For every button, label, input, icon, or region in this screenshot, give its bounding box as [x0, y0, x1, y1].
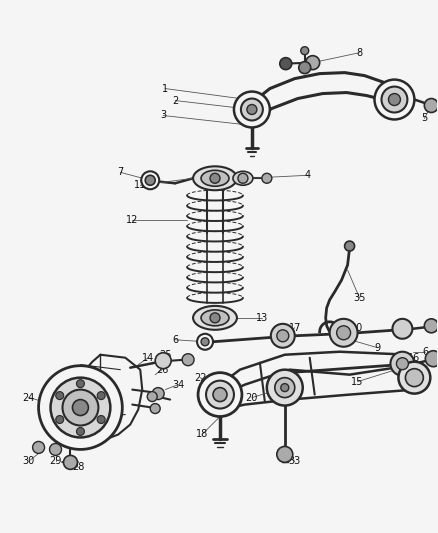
- Circle shape: [197, 334, 213, 350]
- Text: 14: 14: [142, 353, 154, 363]
- Circle shape: [77, 379, 85, 387]
- Text: 16: 16: [408, 353, 420, 363]
- Text: 29: 29: [49, 456, 62, 466]
- Text: 11: 11: [134, 180, 146, 190]
- Text: 26: 26: [156, 365, 168, 375]
- Text: 28: 28: [72, 462, 85, 472]
- Text: 6: 6: [172, 335, 178, 345]
- Circle shape: [330, 319, 357, 347]
- Circle shape: [72, 400, 88, 416]
- Text: 4: 4: [305, 170, 311, 180]
- Circle shape: [49, 443, 61, 455]
- Ellipse shape: [193, 306, 237, 330]
- Circle shape: [201, 338, 209, 346]
- Circle shape: [39, 366, 122, 449]
- Text: 1: 1: [162, 84, 168, 94]
- Circle shape: [182, 354, 194, 366]
- Circle shape: [424, 319, 438, 333]
- Text: 22: 22: [194, 373, 206, 383]
- Text: 13: 13: [256, 313, 268, 323]
- Text: 6: 6: [422, 347, 428, 357]
- Circle shape: [141, 171, 159, 189]
- Circle shape: [145, 175, 155, 185]
- Circle shape: [247, 104, 257, 115]
- Circle shape: [262, 173, 272, 183]
- Circle shape: [97, 392, 105, 400]
- Circle shape: [97, 416, 105, 424]
- Circle shape: [424, 99, 438, 112]
- Circle shape: [147, 392, 157, 401]
- Text: 5: 5: [421, 114, 427, 124]
- Circle shape: [155, 353, 171, 369]
- Circle shape: [56, 416, 64, 424]
- Text: 8: 8: [357, 47, 363, 58]
- Text: 10: 10: [351, 323, 364, 333]
- Circle shape: [381, 86, 407, 112]
- Circle shape: [63, 390, 99, 425]
- Circle shape: [32, 441, 45, 454]
- Circle shape: [198, 373, 242, 416]
- Circle shape: [337, 326, 350, 340]
- Circle shape: [399, 362, 430, 393]
- Circle shape: [425, 351, 438, 367]
- Circle shape: [280, 58, 292, 70]
- Text: 24: 24: [22, 393, 35, 402]
- Text: 25: 25: [159, 350, 171, 360]
- Text: 18: 18: [196, 430, 208, 440]
- Circle shape: [150, 403, 160, 414]
- Ellipse shape: [201, 171, 229, 186]
- Circle shape: [238, 173, 248, 183]
- Text: 15: 15: [351, 377, 364, 386]
- Circle shape: [206, 381, 234, 409]
- Circle shape: [345, 241, 355, 251]
- Text: 33: 33: [289, 456, 301, 466]
- Text: 34: 34: [172, 379, 184, 390]
- Circle shape: [301, 47, 309, 55]
- Polygon shape: [255, 72, 401, 118]
- Text: 20: 20: [246, 393, 258, 402]
- Text: 9: 9: [374, 343, 381, 353]
- Ellipse shape: [201, 310, 229, 326]
- Circle shape: [152, 387, 164, 400]
- Circle shape: [210, 313, 220, 323]
- Circle shape: [396, 358, 408, 370]
- Circle shape: [299, 62, 311, 74]
- Circle shape: [210, 173, 220, 183]
- Text: 35: 35: [353, 293, 366, 303]
- Circle shape: [56, 392, 64, 400]
- Text: 30: 30: [22, 456, 35, 466]
- Circle shape: [390, 352, 414, 376]
- Text: 12: 12: [126, 215, 138, 225]
- Circle shape: [213, 387, 227, 401]
- Circle shape: [275, 378, 295, 398]
- Circle shape: [271, 324, 295, 348]
- Circle shape: [77, 427, 85, 435]
- Circle shape: [392, 319, 413, 339]
- Text: 3: 3: [160, 110, 166, 120]
- Ellipse shape: [193, 166, 237, 190]
- Circle shape: [277, 330, 289, 342]
- Circle shape: [50, 378, 110, 438]
- Circle shape: [234, 92, 270, 127]
- Text: 17: 17: [289, 323, 301, 333]
- Circle shape: [277, 447, 293, 462]
- Circle shape: [241, 99, 263, 120]
- Text: 2: 2: [172, 95, 178, 106]
- Text: 5: 5: [307, 58, 314, 68]
- Text: 7: 7: [117, 167, 124, 177]
- Circle shape: [64, 455, 78, 470]
- Circle shape: [374, 79, 414, 119]
- Circle shape: [406, 369, 424, 386]
- Circle shape: [281, 384, 289, 392]
- Polygon shape: [220, 352, 414, 409]
- Circle shape: [306, 55, 320, 70]
- Circle shape: [267, 370, 303, 406]
- Ellipse shape: [233, 171, 253, 185]
- Circle shape: [389, 94, 400, 106]
